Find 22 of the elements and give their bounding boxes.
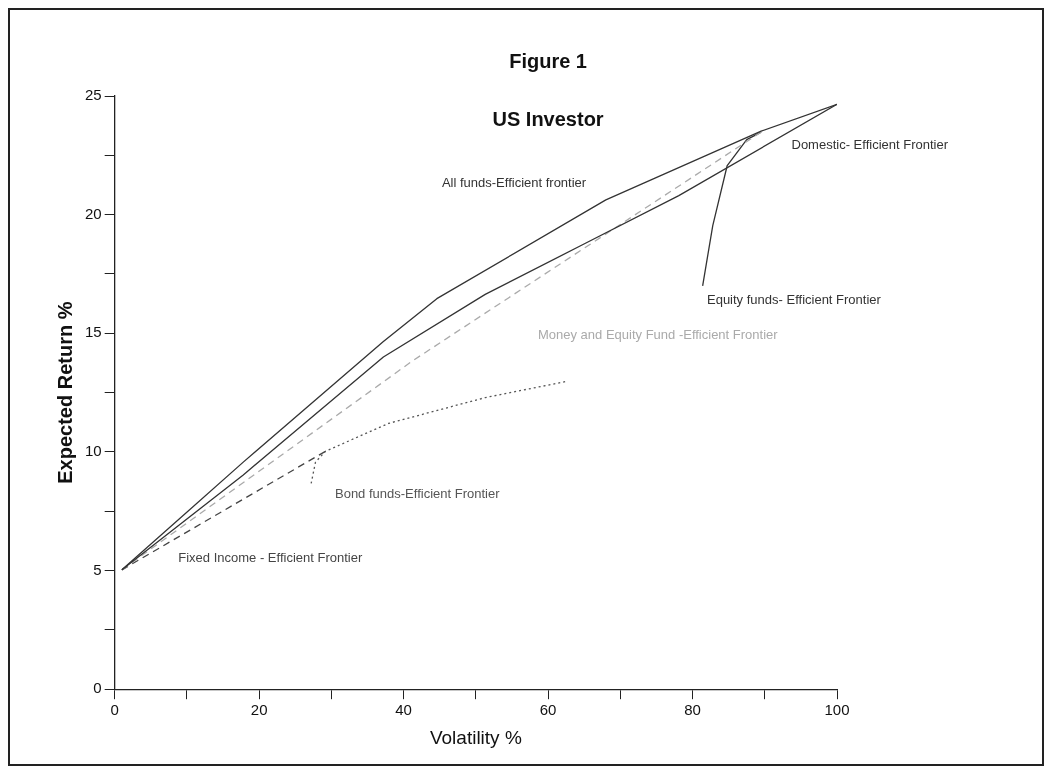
y-axis-title: Expected Return % (53, 301, 76, 484)
y-tick-label: 5 (93, 560, 102, 578)
x-axis-title: Volatility % (429, 726, 522, 748)
series-label: All funds-Efficient frontier (441, 175, 587, 191)
y-tick-label: 25 (85, 86, 102, 104)
x-tick-label: 40 (395, 701, 412, 719)
series-label: Bond funds-Efficient Frontier (334, 486, 501, 502)
y-tick-label: 10 (85, 442, 102, 460)
x-tick-label: 100 (824, 701, 850, 719)
y-tick-label: 0 (93, 679, 102, 697)
chart-title: Figure 1 (509, 49, 587, 72)
x-tick-label: 20 (250, 701, 268, 719)
text: Money and Equity Fund -Efficient Frontier (537, 327, 779, 343)
x-tick-label: 60 (539, 701, 557, 719)
y-tick-label: 15 (85, 323, 102, 341)
y-tick-label: 20 (85, 204, 102, 222)
x-tick-label: 0 (110, 701, 119, 719)
series-label: Fixed Income - Efficient Frontier (178, 550, 363, 566)
x-tick-label: 80 (684, 701, 701, 719)
text: US Investor (492, 107, 604, 130)
series-label: Domestic- Efficient Frontier (791, 137, 949, 153)
series-label: Equity funds- Efficient Frontier (706, 291, 882, 307)
